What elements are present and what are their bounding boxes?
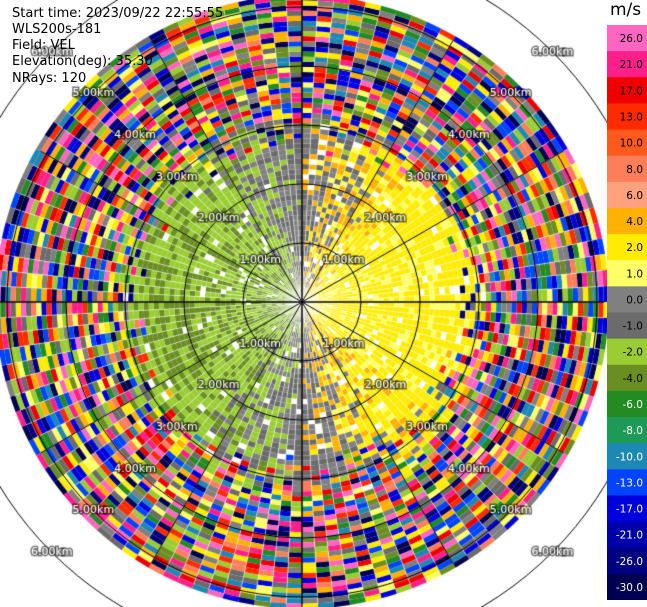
colorbar-swatch bbox=[607, 207, 647, 235]
colorbar-swatch bbox=[607, 103, 647, 131]
colorbar-tick-label: 26.0 bbox=[620, 33, 643, 45]
colorbar-tick-label: -1.0 bbox=[623, 321, 644, 333]
colorbar-swatch bbox=[607, 25, 647, 52]
colorbar-swatch bbox=[607, 312, 647, 340]
colorbar-tick-label: 10.0 bbox=[620, 138, 643, 150]
colorbar-tick-label: -30.0 bbox=[616, 582, 643, 594]
colorbar-swatch bbox=[607, 234, 647, 261]
elevation-label: Elevation(deg): 35.30 bbox=[12, 54, 153, 69]
colorbar-swatch bbox=[607, 469, 647, 496]
colorbar-swatch bbox=[607, 338, 647, 366]
colorbar-tick-label: -17.0 bbox=[616, 504, 643, 516]
colorbar-swatch bbox=[607, 260, 647, 287]
colorbar-swatch bbox=[607, 390, 647, 418]
colorbar-tick-label: -13.0 bbox=[616, 477, 643, 489]
colorbar-tick-label: 2.0 bbox=[626, 242, 643, 254]
velocity-colorbar: 26.0 21.0 17.0 13.0 10.0 8.0 6.0 4.0 2.0 1.0 0.0 -1… bbox=[607, 25, 647, 600]
colorbar-tick-label: 1.0 bbox=[626, 268, 643, 280]
colorbar-tick-label: 13.0 bbox=[620, 111, 643, 123]
colorbar-swatch bbox=[607, 364, 647, 392]
colorbar-tick-label: 0.0 bbox=[626, 294, 643, 306]
colorbar-swatch bbox=[607, 181, 647, 209]
colorbar-tick-label: -8.0 bbox=[623, 425, 644, 437]
colorbar-swatch bbox=[607, 77, 647, 104]
colorbar-swatch bbox=[607, 495, 647, 523]
colorbar-swatch bbox=[607, 443, 647, 470]
colorbar-swatch bbox=[607, 129, 647, 157]
colorbar-tick-label: 17.0 bbox=[620, 85, 643, 97]
colorbar-swatch bbox=[607, 417, 647, 444]
colorbar-tick-label: -21.0 bbox=[616, 530, 643, 542]
colorbar-tick-label: -2.0 bbox=[623, 347, 644, 359]
colorbar-swatch bbox=[607, 521, 647, 549]
colorbar-tick-label: 21.0 bbox=[620, 59, 643, 71]
field-label: Field: VEL bbox=[12, 38, 75, 53]
colorbar-swatch bbox=[607, 286, 647, 313]
colorbar-unit-label: m/s bbox=[610, 0, 642, 20]
colorbar-tick-label: -6.0 bbox=[623, 399, 644, 411]
colorbar-swatch bbox=[607, 573, 647, 600]
site-label: WLS200s-181 bbox=[12, 22, 102, 37]
colorbar-swatch bbox=[607, 51, 647, 78]
colorbar-swatch bbox=[607, 155, 647, 183]
colorbar-tick-label: -10.0 bbox=[616, 451, 643, 463]
nrays-label: NRays: 120 bbox=[12, 71, 87, 86]
colorbar-tick-label: 6.0 bbox=[626, 190, 643, 202]
colorbar-tick-label: 4.0 bbox=[626, 216, 643, 228]
colorbar-tick-label: 8.0 bbox=[626, 164, 643, 176]
start-time-label: Start time: 2023/09/22 22:55:55 bbox=[12, 6, 224, 21]
colorbar-tick-label: -26.0 bbox=[616, 556, 643, 568]
colorbar-tick-label: -4.0 bbox=[623, 373, 644, 385]
colorbar-swatch bbox=[607, 547, 647, 575]
